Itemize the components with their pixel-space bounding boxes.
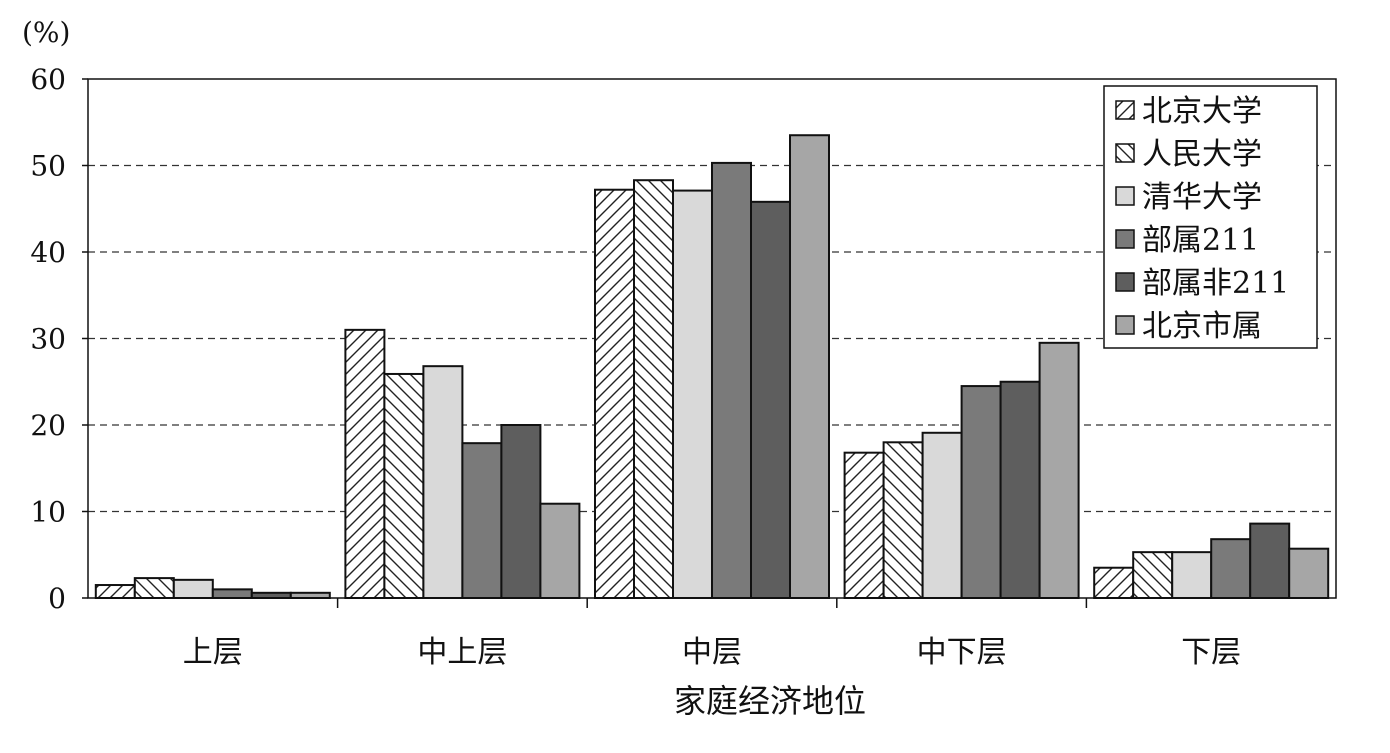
bar [882,441,924,599]
bar [500,424,542,599]
plot-frame [87,78,1337,599]
bar [633,179,674,600]
y-tick-label: 30 [30,323,66,356]
bar [1132,551,1174,600]
legend-box [1103,85,1318,349]
bar [133,577,175,599]
legend-swatch [1115,315,1135,335]
bar [750,200,791,600]
bar [1249,522,1291,599]
bar [789,134,830,599]
x-tick-label: 中上层 [417,635,507,670]
bar [383,372,425,599]
legend-label: 北京大学 [1142,94,1262,129]
legend-label: 清华大学 [1142,180,1262,215]
x-axis-title: 家庭经济地位 [674,682,866,720]
bar [921,431,963,599]
bar [711,161,752,599]
bar [672,189,713,600]
y-tick-label: 40 [30,236,66,269]
bar [1038,341,1080,600]
bar [250,591,292,599]
x-tick-label: 中下层 [917,635,1007,670]
legend-swatch [1115,143,1135,163]
legend-label: 北京市属 [1142,309,1262,344]
bar [289,591,331,599]
y-tick-label: 50 [30,150,66,183]
legend-swatch [1115,186,1135,206]
y-tick-label: 20 [30,409,66,442]
x-tick-label: 下层 [1181,635,1241,670]
y-tick-label: 10 [30,496,66,529]
x-tick-label: 中层 [682,635,742,670]
axes: 0 10 20 30 40 50 60 上层 中上层 中层 中下层 下层 [30,63,1337,670]
legend-swatch [1115,272,1135,292]
bar [94,584,136,600]
bars [94,134,1330,600]
unit-label: (%) [22,16,70,49]
legend-label: 部属211 [1142,223,1259,258]
bar [960,385,1002,600]
bar [461,442,503,600]
bar [1171,551,1213,600]
bar [539,502,581,599]
y-tick-label: 0 [48,582,66,615]
legend-swatch [1115,229,1135,249]
bar [1288,547,1330,600]
bar [422,365,464,599]
legend-label: 部属非211 [1142,266,1289,301]
legend-label: 人民大学 [1142,137,1262,172]
bar [1093,566,1135,599]
legend-swatch [1115,100,1135,120]
y-tick-label: 60 [30,63,66,96]
x-tick-label: 上层 [183,635,243,670]
bar [1210,538,1252,599]
bar [999,380,1041,599]
bar [172,578,214,600]
bar [843,451,885,599]
bar [344,328,386,599]
bar [211,588,253,599]
bar [594,188,635,599]
